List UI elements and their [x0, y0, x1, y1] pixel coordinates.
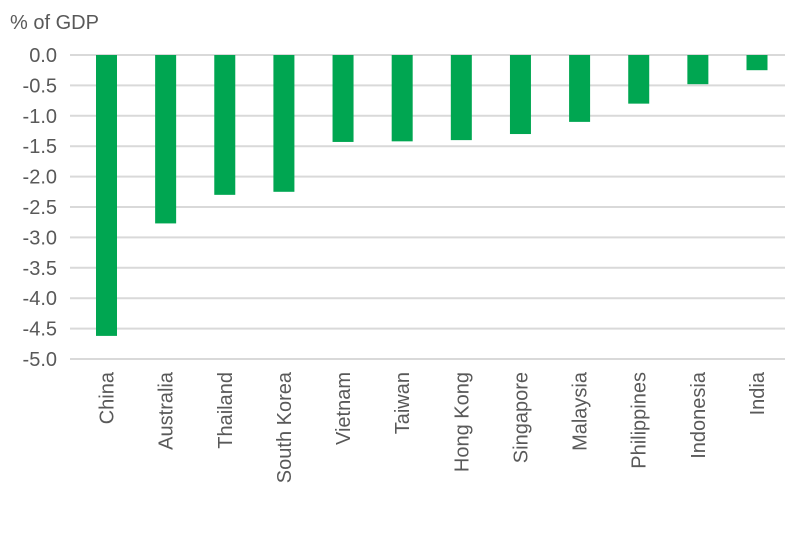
x-tick-label: Singapore — [510, 372, 532, 463]
bar-singapore — [509, 55, 531, 135]
y-tick-label: 0.0 — [29, 45, 57, 67]
y-tick-label: -2.5 — [23, 197, 57, 219]
x-tick-label: Australia — [156, 371, 178, 450]
x-tick-label: South Korea — [274, 371, 296, 483]
x-tick-labels: China Australia Thailand South Korea Vietnam… — [97, 371, 770, 483]
bar-indonesia — [687, 55, 709, 85]
y-tick-label: -3.5 — [23, 258, 57, 280]
y-tick-label: -1.5 — [23, 136, 57, 158]
grid-lines — [70, 54, 785, 360]
x-tick-label: Malaysia — [570, 371, 592, 451]
bar-malaysia — [569, 55, 591, 122]
bar-taiwan — [391, 55, 413, 142]
bar-australia — [155, 55, 177, 224]
y-axis-label: % of GDP — [10, 12, 99, 34]
y-tick-label: -3.0 — [23, 227, 57, 249]
bars — [96, 55, 768, 336]
bar-philippines — [628, 55, 650, 104]
bar-hong-kong — [450, 55, 472, 141]
bar-thailand — [214, 55, 236, 195]
bar-south-korea — [273, 55, 295, 192]
bar-china — [96, 55, 117, 336]
y-tick-label: -0.5 — [23, 75, 57, 97]
y-tick-label: -5.0 — [23, 349, 57, 371]
x-tick-label: Philippines — [629, 372, 651, 469]
y-tick-label: -4.5 — [23, 319, 57, 341]
bar-india — [746, 55, 768, 71]
x-tick-label: China — [97, 371, 119, 424]
x-tick-label: India — [747, 371, 769, 415]
y-tick-labels: 0.0 -0.5 -1.0 -1.5 -2.0 -2.5 -3.0 -3.5 -4.0 -4.5 -… — [23, 45, 57, 371]
y-tick-label: -4.0 — [23, 288, 57, 310]
x-tick-label: Thailand — [215, 372, 237, 449]
y-tick-label: -1.0 — [23, 106, 57, 128]
x-tick-label: Hong Kong — [451, 372, 473, 472]
y-tick-label: -2.0 — [23, 167, 57, 189]
bar-vietnam — [332, 55, 354, 142]
x-tick-label: Vietnam — [333, 372, 355, 445]
x-tick-label: Indonesia — [688, 371, 710, 459]
x-tick-label: Taiwan — [392, 372, 414, 434]
